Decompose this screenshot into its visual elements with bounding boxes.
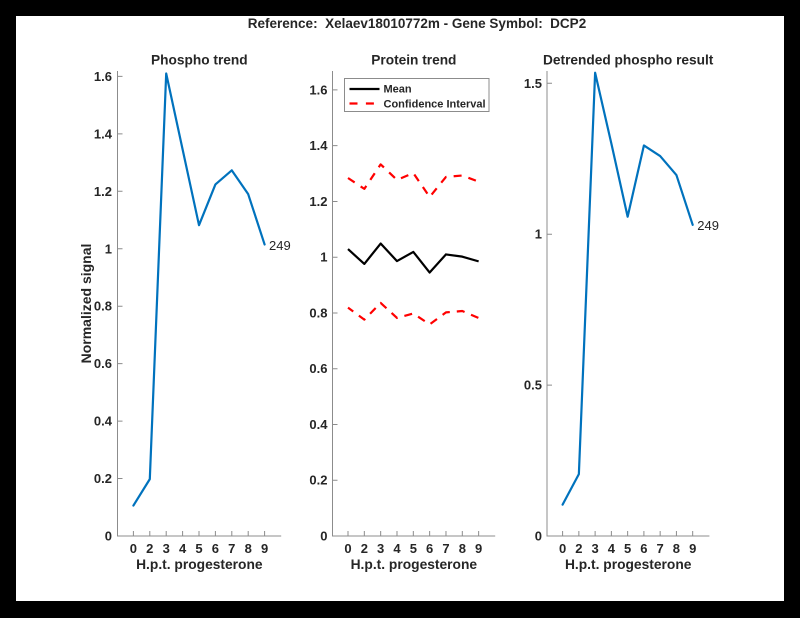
svg-text:1: 1 — [105, 241, 112, 256]
svg-text:5: 5 — [195, 541, 202, 556]
svg-text:1.4: 1.4 — [94, 126, 113, 141]
svg-text:5: 5 — [624, 541, 631, 556]
svg-text:0.4: 0.4 — [309, 417, 328, 432]
svg-text:0: 0 — [344, 541, 351, 556]
svg-text:H.p.t. progesterone: H.p.t. progesterone — [136, 557, 263, 572]
svg-text:3: 3 — [377, 541, 384, 556]
svg-text:Confidence Interval: Confidence Interval — [384, 99, 486, 111]
svg-text:1.4: 1.4 — [309, 138, 328, 153]
svg-text:4: 4 — [393, 541, 401, 556]
svg-text:9: 9 — [261, 541, 268, 556]
svg-text:6: 6 — [212, 541, 219, 556]
svg-text:1.6: 1.6 — [94, 69, 112, 84]
svg-text:Protein trend: Protein trend — [371, 53, 456, 68]
svg-text:249: 249 — [697, 218, 719, 233]
svg-text:5: 5 — [410, 541, 417, 556]
svg-text:Mean: Mean — [384, 84, 412, 96]
svg-text:0: 0 — [559, 541, 566, 556]
svg-text:Normalized signal: Normalized signal — [78, 244, 94, 364]
svg-text:7: 7 — [657, 541, 664, 556]
svg-text:1: 1 — [535, 227, 542, 242]
svg-text:0.5: 0.5 — [524, 378, 542, 393]
svg-text:4: 4 — [179, 541, 187, 556]
svg-text:H.p.t. progesterone: H.p.t. progesterone — [565, 557, 692, 572]
svg-text:249: 249 — [269, 238, 291, 253]
svg-text:2: 2 — [361, 541, 368, 556]
svg-text:8: 8 — [459, 541, 466, 556]
svg-text:0.8: 0.8 — [309, 305, 327, 320]
svg-text:0: 0 — [535, 529, 542, 544]
svg-text:9: 9 — [475, 541, 482, 556]
svg-text:1.6: 1.6 — [309, 82, 327, 97]
svg-text:7: 7 — [228, 541, 235, 556]
svg-text:7: 7 — [442, 541, 449, 556]
svg-text:0: 0 — [130, 541, 137, 556]
svg-text:Reference: Xelaev18010772m -: Reference: Xelaev18010772m - Gene Symbol… — [248, 16, 586, 31]
svg-text:8: 8 — [673, 541, 680, 556]
svg-text:2: 2 — [575, 541, 582, 556]
svg-text:1: 1 — [320, 250, 327, 265]
svg-text:1.2: 1.2 — [94, 184, 112, 199]
svg-text:6: 6 — [426, 541, 433, 556]
svg-text:2: 2 — [146, 541, 153, 556]
svg-text:3: 3 — [592, 541, 599, 556]
svg-text:0.2: 0.2 — [94, 471, 112, 486]
svg-text:0: 0 — [105, 529, 112, 544]
svg-text:0.4: 0.4 — [94, 414, 113, 429]
svg-text:0.6: 0.6 — [309, 361, 327, 376]
svg-text:6: 6 — [640, 541, 647, 556]
svg-text:4: 4 — [608, 541, 616, 556]
svg-text:0.8: 0.8 — [94, 299, 112, 314]
svg-text:0.6: 0.6 — [94, 356, 112, 371]
svg-text:0.2: 0.2 — [309, 473, 327, 488]
svg-text:1.5: 1.5 — [524, 76, 542, 91]
svg-text:8: 8 — [245, 541, 252, 556]
svg-text:0: 0 — [320, 529, 327, 544]
svg-text:3: 3 — [163, 541, 170, 556]
svg-text:9: 9 — [689, 541, 696, 556]
svg-text:1.2: 1.2 — [309, 194, 327, 209]
svg-text:H.p.t. progesterone: H.p.t. progesterone — [351, 557, 478, 572]
svg-text:Phospho trend: Phospho trend — [151, 53, 248, 68]
svg-text:Detrended phospho result: Detrended phospho result — [543, 53, 714, 68]
